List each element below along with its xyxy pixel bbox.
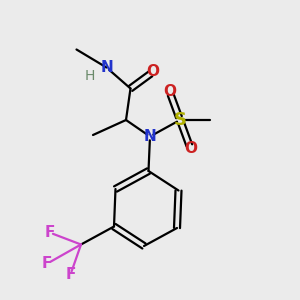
Text: F: F [65, 267, 76, 282]
Text: N: N [144, 129, 156, 144]
Text: O: O [163, 84, 176, 99]
Text: N: N [100, 60, 113, 75]
Text: O: O [184, 141, 197, 156]
Text: F: F [41, 256, 52, 272]
Text: H: H [85, 70, 95, 83]
Text: F: F [44, 225, 55, 240]
Text: S: S [173, 111, 187, 129]
Text: O: O [146, 64, 160, 80]
